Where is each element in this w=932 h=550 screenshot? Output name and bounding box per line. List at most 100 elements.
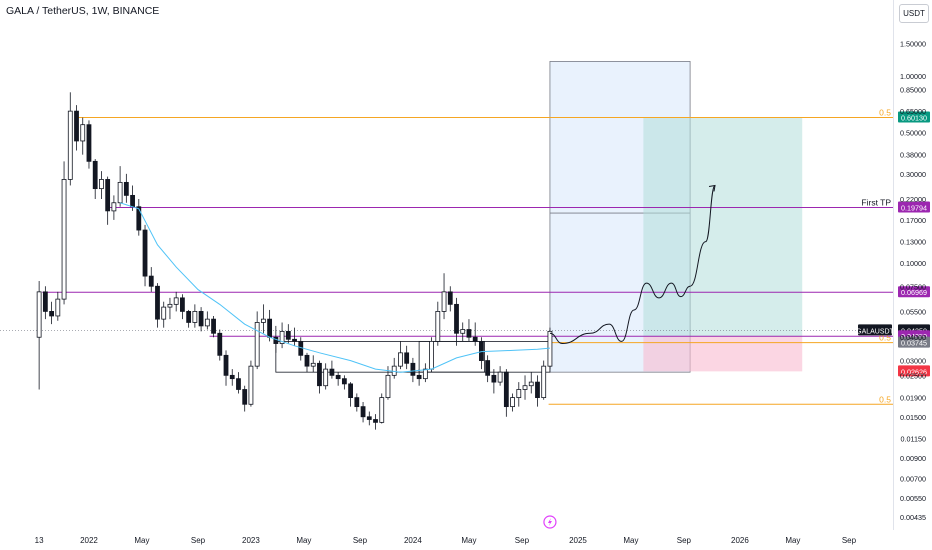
candle-body-52[interactable] [360,406,366,418]
candle-body-61[interactable] [416,374,422,380]
candle-body-78[interactable] [522,385,528,390]
candle-body-34[interactable] [248,365,254,405]
x-tick-label-5: May [296,536,311,545]
candle-body-27[interactable] [204,318,210,327]
candle-body-66[interactable] [447,291,453,305]
candle-body-62[interactable] [422,368,428,380]
candle-body-6[interactable] [74,110,79,142]
candle-body-5[interactable] [67,110,73,180]
candle-body-37[interactable] [267,318,273,338]
candle-body-33[interactable] [242,389,248,405]
candle-body-26[interactable] [198,311,204,327]
candle-body-16[interactable] [136,206,142,231]
candle-body-58[interactable] [398,352,403,367]
candle-body-76[interactable] [510,397,515,408]
candle-body-10[interactable] [99,179,104,190]
candle-body-17[interactable] [142,229,148,277]
candle-body-19[interactable] [155,285,160,320]
candle-body-40[interactable] [285,330,291,340]
candle-body-12[interactable] [111,202,117,212]
candle-body-67[interactable] [454,303,459,334]
candle-body-79[interactable] [528,381,534,387]
candle-body-74[interactable] [497,371,503,383]
candle-body-9[interactable] [92,160,98,190]
candle-body-23[interactable] [180,297,185,312]
candle-body-30[interactable] [223,354,229,376]
candle-body-47[interactable] [329,368,335,376]
y-tick-label-22: 0.00435 [900,513,926,522]
price-tag-1-bg [898,201,930,213]
candle-body-59[interactable] [404,352,410,364]
chart-title: GALA / TetherUS, 1W, BINANCE [6,5,160,17]
candle-body-41[interactable] [292,338,297,342]
candle-body-25[interactable] [192,311,198,323]
lightning-icon-bolt [547,518,552,526]
candle-body-73[interactable] [491,374,497,383]
candle-body-32[interactable] [236,378,241,390]
candle-body-1[interactable] [42,291,48,312]
candle-body-21[interactable] [167,303,173,308]
candle-body-56[interactable] [385,374,391,399]
candle-body-0[interactable] [36,291,42,338]
candle-body-80[interactable] [535,381,540,399]
price-tag-5: 0.03745 [901,339,927,348]
price-tag-2: 0.06969 [901,288,927,297]
candle-body-15[interactable] [130,194,135,208]
candle-body-43[interactable] [304,354,310,367]
candle-body-71[interactable] [479,340,484,361]
x-tick-label-15: Sep [842,536,857,545]
candle-body-36[interactable] [260,318,266,323]
currency-button[interactable]: USDT [899,4,929,23]
candle-body-7[interactable] [80,124,86,142]
candle-body-70[interactable] [472,336,478,342]
candle-body-20[interactable] [161,306,167,320]
candle-body-63[interactable] [429,340,434,370]
lightning-icon[interactable] [543,515,557,529]
candle-body-8[interactable] [86,124,92,162]
candle-body-2[interactable] [49,311,54,317]
candle-body-24[interactable] [186,311,192,323]
position-stop-zone[interactable] [643,336,803,372]
forecast-path[interactable] [549,184,716,345]
candle-body-54[interactable] [373,419,378,423]
candle-body-44[interactable] [310,362,316,367]
candle-body-14[interactable] [123,181,129,196]
candle-body-3[interactable] [55,298,61,317]
y-tick-label-10: 0.10000 [900,259,926,268]
x-tick-label-11: May [623,536,638,545]
candle-body-69[interactable] [466,329,472,338]
candle-body-53[interactable] [366,416,372,420]
candle-body-55[interactable] [379,397,385,423]
candle-body-18[interactable] [148,275,154,287]
candle-body-22[interactable] [173,297,179,305]
candle-body-11[interactable] [105,179,111,212]
y-tick-label-6: 0.30000 [900,170,926,179]
candle-body-82[interactable] [547,330,553,367]
candle-body-39[interactable] [279,330,285,344]
candle-body-72[interactable] [485,360,491,376]
candle-body-28[interactable] [211,318,216,334]
candle-body-13[interactable] [117,181,123,204]
candle-body-68[interactable] [460,329,466,334]
y-tick-label-7: 0.22000 [900,195,926,204]
candle-body-65[interactable] [441,291,447,312]
range-box-1[interactable] [418,340,485,373]
candle-body-29[interactable] [217,332,223,356]
candle-body-38[interactable] [273,336,279,344]
candle-body-48[interactable] [335,374,341,380]
candle-body-46[interactable] [323,368,329,387]
candle-body-50[interactable] [348,383,354,399]
candle-body-35[interactable] [254,322,260,367]
candle-body-49[interactable] [341,378,347,385]
candle-body-31[interactable] [229,374,235,380]
candle-body-81[interactable] [541,365,547,399]
candle-body-4[interactable] [61,179,67,300]
candle-body-60[interactable] [410,362,416,376]
position-target-zone[interactable] [643,117,803,337]
candle-body-75[interactable] [503,371,509,408]
candle-body-51[interactable] [354,397,360,408]
candle-body-64[interactable] [435,311,441,342]
candle-body-77[interactable] [516,389,522,399]
candle-body-45[interactable] [317,362,322,387]
